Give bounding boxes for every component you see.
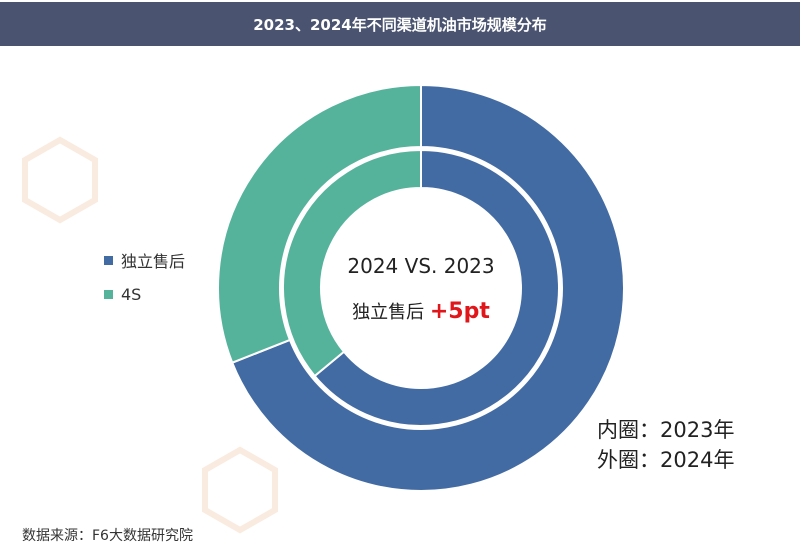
ring-annotation: 内圈：2023年 外圈：2024年: [597, 415, 734, 475]
legend: 独立售后 4S: [104, 243, 185, 311]
inner-ring-note: 内圈：2023年: [597, 418, 735, 442]
legend-label: 4S: [121, 284, 142, 304]
legend-swatch: [104, 289, 113, 299]
watermark-hexagon-icon: [202, 446, 278, 534]
center-delta: 独立售后 +5pt: [321, 298, 521, 324]
legend-label: 独立售后: [121, 252, 186, 271]
legend-swatch: [104, 255, 113, 265]
legend-item: 4S: [104, 277, 185, 311]
center-label: 独立售后: [352, 302, 425, 323]
outer-ring-segment-0: [230, 83, 625, 492]
chart-title: 2023、2024年不同渠道机油市场规模分布: [0, 2, 800, 46]
center-comparison: 2024 VS. 2023: [347, 254, 495, 278]
outer-ring-segment-1: [217, 83, 422, 365]
watermark-hexagon-icon: [22, 136, 98, 224]
outer-ring-note: 外圈：2024年: [597, 448, 735, 472]
inner-ring-segment-1: [282, 148, 422, 378]
legend-item: 独立售后: [104, 243, 185, 277]
source-note: 数据来源：F6大数据研究院: [22, 528, 193, 544]
delta-value: +5pt: [429, 299, 490, 324]
inner-ring-segment-0: [313, 148, 560, 427]
